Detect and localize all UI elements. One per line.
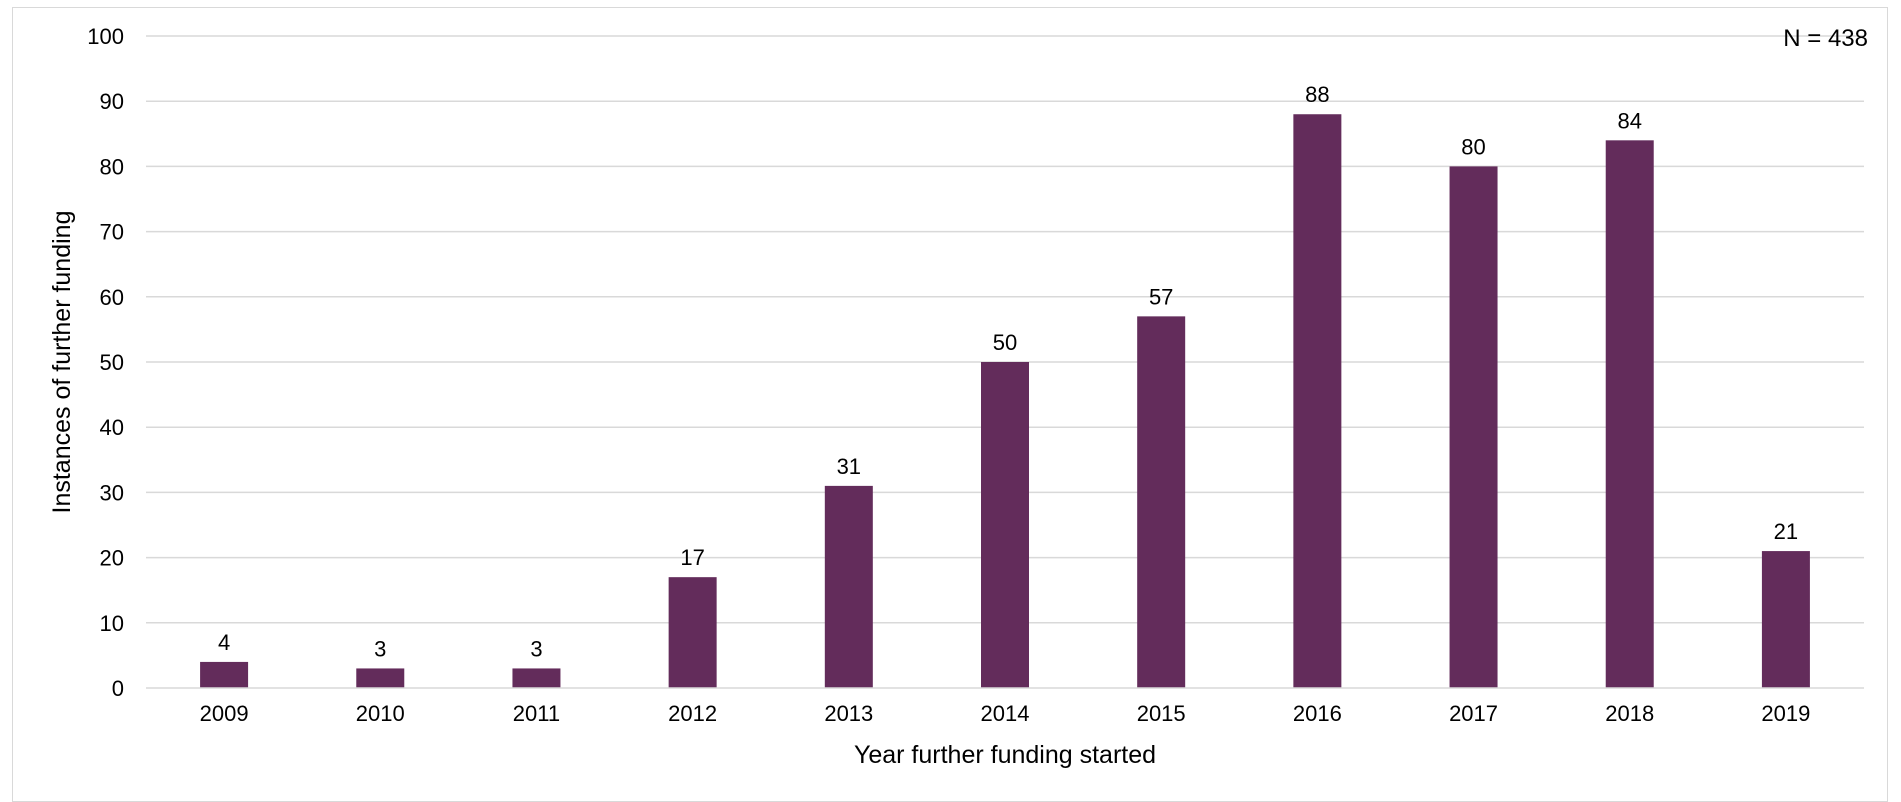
data-label-2015: 57 (1149, 284, 1173, 309)
x-axis-title: Year further funding started (854, 741, 1156, 769)
bars (200, 114, 1810, 689)
bar-2009 (200, 661, 249, 688)
gridlines (146, 35, 1864, 624)
data-label-2017: 80 (1461, 134, 1485, 159)
y-tick-label: 100 (87, 24, 124, 49)
y-tick-label: 20 (100, 546, 124, 571)
sample-size-annotation: N = 438 (1783, 25, 1868, 52)
x-tick-label: 2011 (513, 701, 560, 726)
x-tick-label: 2018 (1605, 701, 1654, 726)
bar-2016 (1293, 114, 1342, 689)
x-axis-ticks: 2009 2010 2011 2012 2013 2014 2015 2016 2017 2018… (200, 701, 1811, 726)
y-tick-label: 40 (100, 415, 124, 440)
y-tick-label: 10 (100, 611, 124, 636)
y-tick-label: 30 (100, 480, 124, 505)
y-axis-ticks: 0 10 20 30 40 50 60 70 80 90 100 (87, 24, 124, 701)
x-tick-label: 2019 (1761, 701, 1810, 726)
x-tick-label: 2015 (1137, 701, 1186, 726)
x-tick-label: 2014 (981, 701, 1030, 726)
x-tick-label: 2009 (200, 701, 249, 726)
bar-2015 (1137, 316, 1186, 688)
bar-2010 (356, 668, 405, 688)
y-tick-label: 80 (100, 154, 124, 179)
bar-2013 (824, 485, 873, 688)
x-tick-label: 2017 (1449, 701, 1498, 726)
y-tick-label: 70 (100, 220, 124, 245)
data-label-2016: 88 (1305, 82, 1329, 107)
x-tick-label: 2010 (356, 701, 405, 726)
bar-2018 (1605, 140, 1654, 688)
x-tick-label: 2016 (1293, 701, 1342, 726)
x-tick-label: 2013 (824, 701, 873, 726)
bar-2012 (668, 577, 717, 688)
bar-2011 (512, 668, 561, 688)
data-labels: 4 3 3 17 31 50 57 88 80 84 21 (218, 82, 1798, 661)
data-label-2012: 17 (680, 545, 704, 570)
data-label-2009: 4 (218, 630, 230, 655)
y-axis-title: Instances of further funding (48, 211, 76, 514)
data-label-2018: 84 (1617, 108, 1641, 133)
bar-2019 (1761, 551, 1810, 688)
bar-2017 (1449, 166, 1498, 688)
data-label-2011: 3 (530, 636, 542, 661)
x-tick-label: 2012 (668, 701, 717, 726)
y-tick-label: 90 (100, 89, 124, 114)
y-tick-label: 50 (100, 350, 124, 375)
y-tick-label: 60 (100, 285, 124, 310)
y-tick-label: 0 (112, 676, 124, 701)
chart-frame (12, 7, 1888, 802)
bar-2014 (981, 362, 1029, 688)
data-label-2010: 3 (374, 636, 386, 661)
data-label-2014: 50 (993, 330, 1017, 355)
data-label-2019: 21 (1774, 519, 1798, 544)
data-label-2013: 31 (837, 454, 861, 479)
